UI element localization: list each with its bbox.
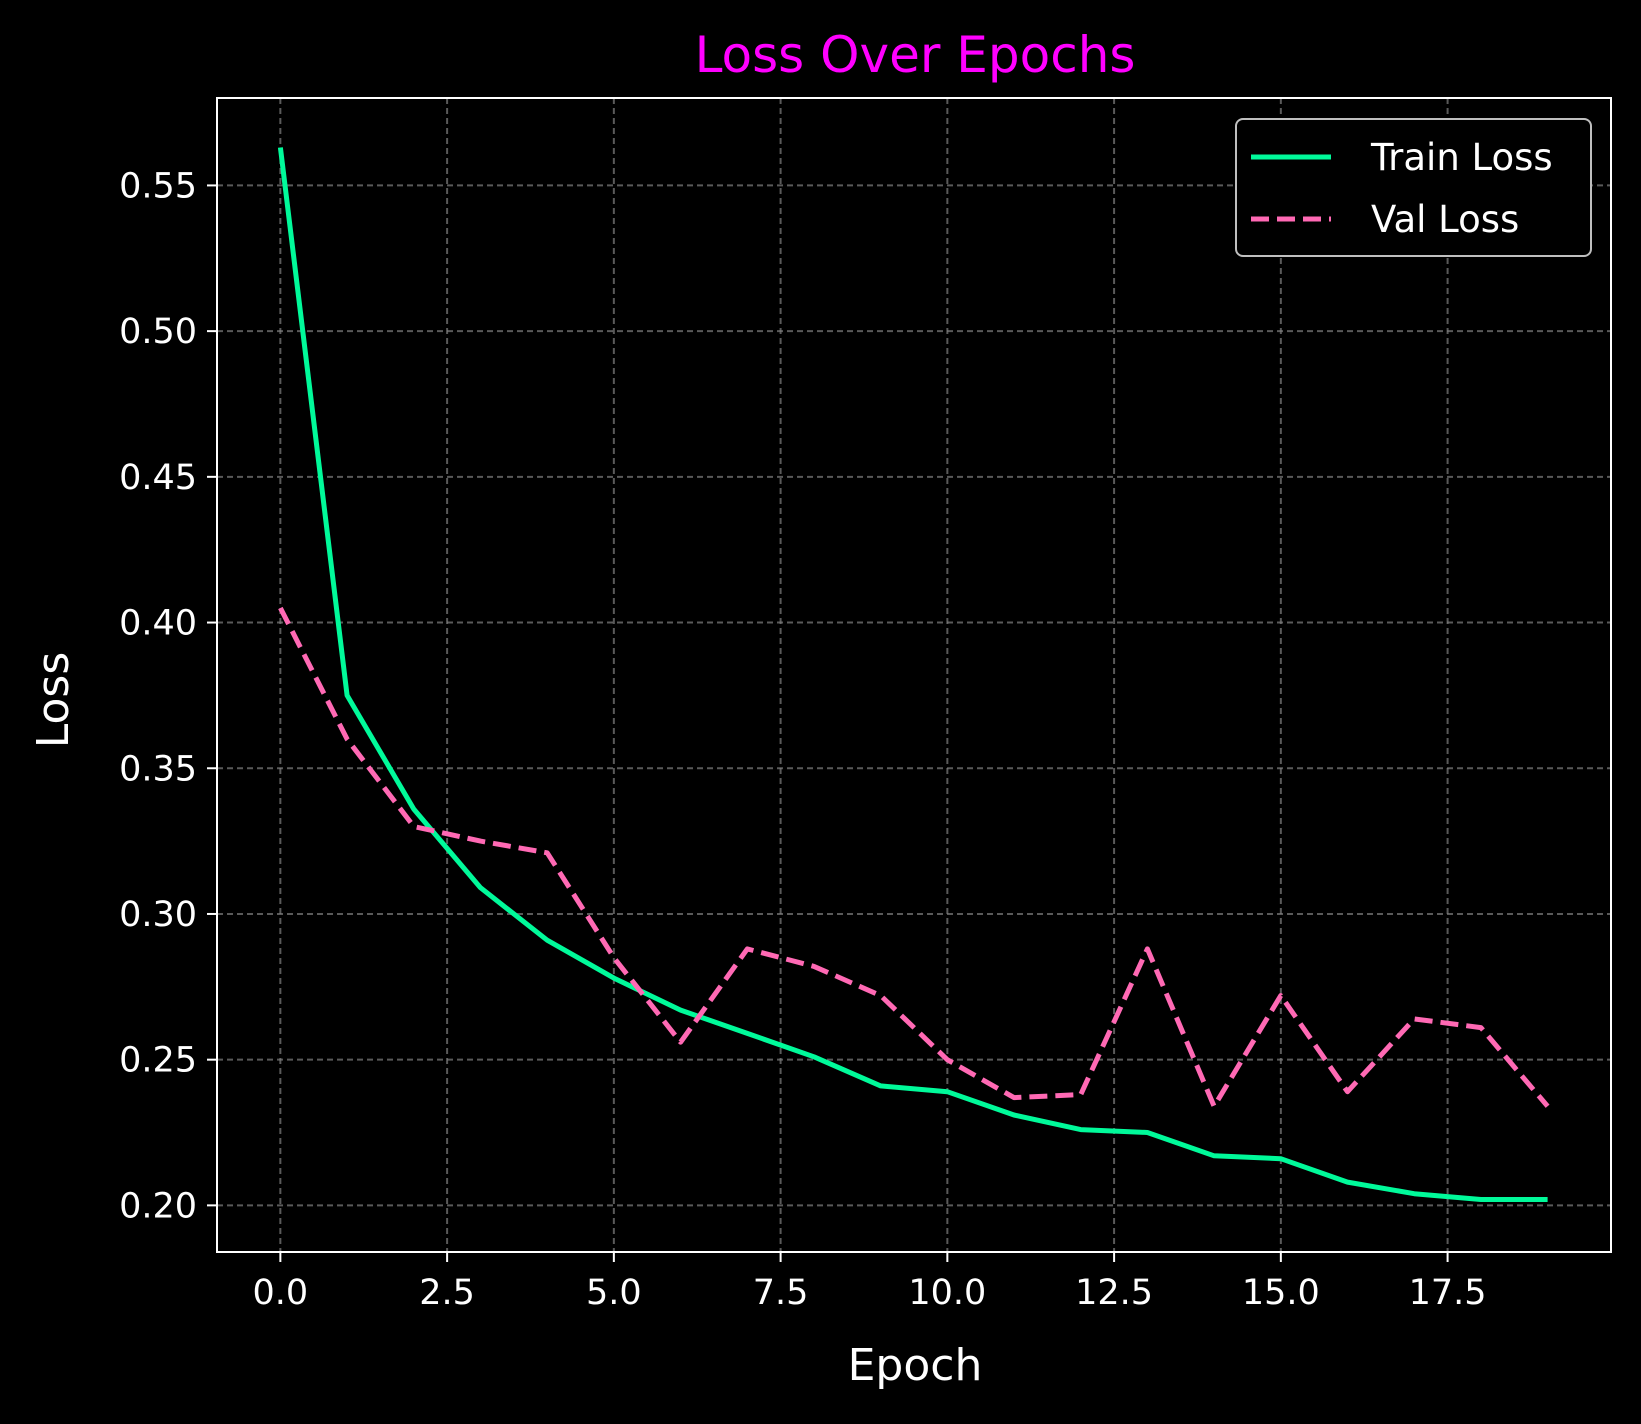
ticks-layer: 0.0 2.5 5.0 7.5 10.0 12.5 15.0 17.5 0.20 0.25 0.30… xyxy=(119,166,1486,1313)
x-tick-label: 5.0 xyxy=(586,1273,642,1313)
y-tick-label: 0.40 xyxy=(119,604,197,644)
x-axis-label: Epoch xyxy=(848,1340,983,1391)
x-tick-label: 10.0 xyxy=(908,1273,986,1313)
chart-title: Loss Over Epochs xyxy=(695,26,1136,84)
x-tick-label: 0.0 xyxy=(253,1273,309,1313)
plot-frame xyxy=(216,97,1612,1253)
y-tick-label: 0.35 xyxy=(119,749,197,789)
legend-val-loss-label: Val Loss xyxy=(1371,198,1519,241)
y-tick-label: 0.25 xyxy=(119,1041,197,1081)
y-tick-label: 0.30 xyxy=(119,895,197,935)
x-tick-label: 2.5 xyxy=(419,1273,475,1313)
series-line-train-loss xyxy=(277,147,1548,1202)
y-tick-label: 0.55 xyxy=(119,166,197,206)
series-line-val-loss xyxy=(278,606,1550,1109)
legend-train-loss-label: Train Loss xyxy=(1370,136,1553,179)
legend: Train Loss Val Loss xyxy=(1235,118,1592,257)
legend-box xyxy=(1235,118,1592,257)
x-tick-label: 12.5 xyxy=(1075,1273,1153,1313)
y-tick-label: 0.20 xyxy=(119,1186,197,1226)
x-tick-label: 17.5 xyxy=(1409,1273,1487,1313)
x-tick-label: 15.0 xyxy=(1242,1273,1320,1313)
series-layer xyxy=(277,147,1550,1202)
y-tick-label: 0.50 xyxy=(119,312,197,352)
y-tick-label: 0.45 xyxy=(119,458,197,498)
x-tick-label: 7.5 xyxy=(753,1273,809,1313)
y-axis-label: Loss xyxy=(28,652,79,749)
